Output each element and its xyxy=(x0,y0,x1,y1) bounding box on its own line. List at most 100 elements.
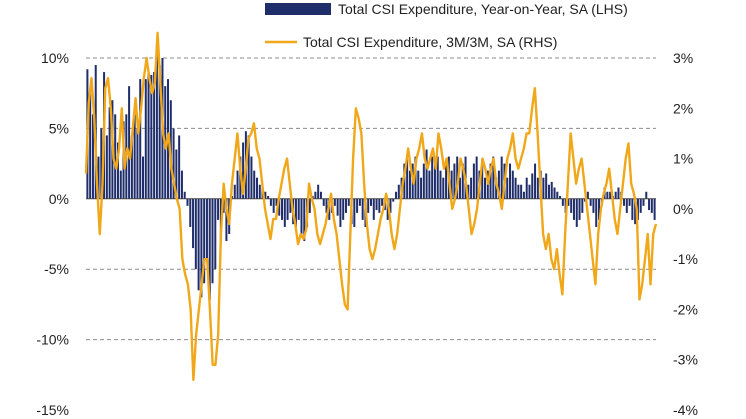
bar xyxy=(225,198,228,242)
bar xyxy=(509,163,512,199)
bar xyxy=(180,170,183,199)
legend-item-line: Total CSI Expenditure, 3M/3M, SA (RHS) xyxy=(265,34,557,50)
bar xyxy=(178,135,181,199)
bar xyxy=(192,198,195,249)
legend-item-bar: Total CSI Expenditure, Year-on-Year, SA … xyxy=(265,1,628,17)
line-series xyxy=(84,31,658,382)
bar xyxy=(356,198,359,213)
bar xyxy=(511,170,514,199)
bar xyxy=(370,198,372,206)
bar xyxy=(517,184,520,199)
bar xyxy=(397,184,400,199)
bar xyxy=(272,198,275,213)
bar xyxy=(484,177,486,199)
bar xyxy=(445,163,448,199)
bar xyxy=(614,191,617,199)
bar xyxy=(433,163,436,199)
bar xyxy=(639,198,642,213)
bar xyxy=(598,198,600,220)
bar xyxy=(489,163,492,199)
right-tick-label: 1% xyxy=(673,151,693,167)
bar xyxy=(492,156,495,199)
bar xyxy=(458,177,461,199)
bar xyxy=(336,198,339,216)
bar xyxy=(609,191,612,199)
bar xyxy=(294,198,297,227)
bar xyxy=(325,198,328,213)
bar xyxy=(642,198,645,206)
bar xyxy=(506,177,509,199)
left-tick-label: 0% xyxy=(49,191,69,207)
left-tick-label: 5% xyxy=(49,120,69,136)
bar xyxy=(300,198,303,234)
bar xyxy=(567,198,570,206)
bar xyxy=(481,159,484,199)
bar xyxy=(175,149,178,199)
bar xyxy=(281,198,284,220)
bar xyxy=(547,184,550,199)
bar xyxy=(556,191,559,199)
bar xyxy=(197,198,200,291)
bar xyxy=(333,198,336,206)
bar xyxy=(623,198,626,206)
bar xyxy=(236,170,239,199)
bar xyxy=(119,170,122,199)
bar xyxy=(319,191,322,199)
bar xyxy=(553,187,556,199)
bar xyxy=(522,191,525,199)
bar xyxy=(520,184,523,199)
bar xyxy=(105,135,108,199)
bar xyxy=(439,170,442,199)
bar xyxy=(581,198,584,213)
bar xyxy=(425,149,428,199)
bar xyxy=(625,198,628,213)
bar xyxy=(586,191,589,199)
bar xyxy=(378,198,381,213)
bar xyxy=(142,156,144,199)
bar xyxy=(253,170,256,199)
bar xyxy=(572,198,575,220)
bar xyxy=(559,195,562,199)
bar xyxy=(128,86,131,199)
right-tick-label: -2% xyxy=(673,301,698,317)
bar xyxy=(606,191,609,199)
bar xyxy=(531,173,534,199)
bar xyxy=(183,191,186,199)
bar xyxy=(372,198,375,220)
bar xyxy=(308,198,311,213)
bar xyxy=(634,198,637,225)
legend-label-line: Total CSI Expenditure, 3M/3M, SA (RHS) xyxy=(303,34,557,50)
bar xyxy=(631,198,634,220)
left-tick-label: -5% xyxy=(44,261,69,277)
bar xyxy=(322,198,325,206)
bar xyxy=(116,142,119,199)
bar xyxy=(353,198,356,227)
bar xyxy=(497,170,500,199)
legend: Total CSI Expenditure, Year-on-Year, SA … xyxy=(265,1,628,50)
bar xyxy=(375,198,378,211)
bar xyxy=(395,191,398,199)
bar xyxy=(628,198,631,206)
bar xyxy=(264,191,267,199)
bar xyxy=(205,198,208,263)
left-tick-label: -10% xyxy=(36,332,69,348)
bar xyxy=(617,187,620,199)
right-tick-label: 2% xyxy=(673,100,693,116)
bar xyxy=(528,184,531,199)
bar xyxy=(275,198,278,206)
bar xyxy=(172,128,175,199)
bar xyxy=(461,163,464,199)
bar xyxy=(242,142,245,199)
bar xyxy=(89,93,92,199)
bar xyxy=(422,163,425,199)
bar xyxy=(133,114,136,199)
bar xyxy=(347,198,350,206)
right-axis-ticks: 3% 2% 1% 0% -1% -2% -3% -4% xyxy=(673,50,698,418)
right-tick-label: -1% xyxy=(673,251,698,267)
bar xyxy=(436,156,439,199)
left-axis-ticks: 10% 5% 0% -5% -10% -15% xyxy=(36,50,69,418)
bar xyxy=(233,184,236,199)
bar xyxy=(144,79,147,199)
bar xyxy=(150,74,153,199)
bar xyxy=(147,72,150,199)
